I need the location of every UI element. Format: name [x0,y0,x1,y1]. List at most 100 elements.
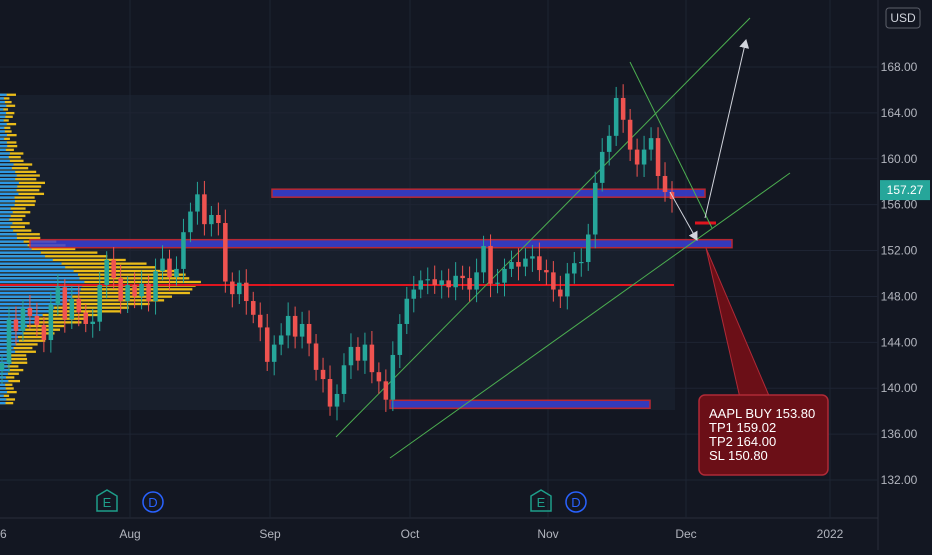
candle-body [397,323,403,355]
volume-profile-bar [0,218,23,221]
support-resistance-zone [29,238,733,249]
candle-body [125,284,130,302]
volume-profile-bar [0,229,14,232]
price-tick-label: 140.00 [881,381,918,395]
upper-channel-line [335,17,751,438]
candle-body [146,283,151,302]
volume-profile-bar [0,178,37,181]
candle-body [592,182,598,235]
candle-body [257,314,263,328]
volume-profile-bar [0,174,17,177]
candle-body [167,258,172,277]
volume-profile-bar [0,211,31,214]
volume-profile-bar [0,200,36,203]
candle-body [216,214,221,224]
candle-body [20,307,26,331]
dividend-marker[interactable] [142,491,164,513]
candle-body [320,369,326,380]
volume-profile-bar [0,159,24,162]
candle-body [634,149,640,165]
volume-profile-bar [0,328,26,331]
candle-body [48,304,54,341]
volume-profile-bar [0,247,76,251]
volume-profile-bar [0,189,17,192]
volume-profile-bar [0,244,28,247]
candle-body [104,259,109,285]
volume-profile-bar [0,207,11,210]
time-tick-label: Oct [401,527,420,541]
volume-profile-bar [0,225,25,229]
earnings-marker-label: E [537,495,546,510]
earnings-marker[interactable] [96,489,118,512]
volume-profile-bar [0,196,35,199]
volume-profile-bar [0,255,46,258]
volume-profile-bar [0,203,15,207]
volume-profile-bar [0,277,190,280]
candle-body [495,282,500,284]
volume-profile-bar [0,93,16,96]
candle-body [90,321,95,324]
time-tick-label: Nov [537,527,558,541]
volume-profile-bar [0,368,24,372]
candle-body [299,323,305,337]
candle-body [160,258,165,272]
volume-profile-bar [0,390,8,394]
candle-body [230,281,235,295]
candle-body [662,175,668,193]
volume-profile-bar [0,258,126,262]
volume-profile-bar [0,189,40,192]
volume-profile-bar [0,357,28,361]
candle-body [118,278,123,302]
volume-profile-bar [0,332,23,335]
volume-profile-bar [0,383,13,386]
time-tick-label-partial: 6 [0,527,7,541]
candle-body [139,283,144,297]
volume-profile-bar [0,324,27,328]
volume-profile-bar [0,376,15,379]
profile-range-box [0,95,675,410]
volume-profile-bar [0,361,12,364]
candle-body [404,298,410,324]
volume-profile-bar [0,255,108,258]
price-tick-label: 152.00 [881,244,918,258]
volume-profile-bar [0,93,7,96]
volume-profile-bar [0,100,5,104]
trade-callout-line: TP2 164.00 [709,434,776,449]
currency-badge[interactable] [885,7,921,29]
volume-profile-bar [0,288,81,291]
volume-profile-bar [0,130,12,133]
candle-body [306,323,312,344]
trade-callout-box[interactable] [698,394,829,476]
candle-body [613,97,619,136]
volume-profile-bar [0,126,5,129]
volume-profile-bar [0,111,7,115]
volume-profile-bar [0,145,8,148]
candle-body [509,262,514,269]
volume-profile-bar [0,167,29,170]
dividend-marker[interactable] [565,491,587,513]
time-tick-label: Aug [119,527,140,541]
earnings-marker[interactable] [530,489,552,512]
volume-profile-bar [0,394,4,397]
volume-profile-bar [0,258,53,262]
candle-body [606,135,612,152]
candle-body [530,256,535,259]
volume-profile-bar [0,203,35,207]
volume-profile-bar [0,97,10,100]
volume-profile-bar [0,192,45,196]
candle-body [439,280,444,285]
volume-profile-bar [0,269,74,273]
support-resistance-zone [389,399,651,410]
candle-body [83,312,89,324]
volume-profile-bar [0,214,11,218]
candle-body [558,289,563,297]
candle-body [223,223,228,282]
volume-profile-bar [0,104,16,107]
price-tick-label: 164.00 [881,106,918,120]
candle-body [572,263,577,274]
volume-profile-bar [0,277,80,280]
candle-body [446,280,451,288]
volume-profile-bar [0,137,5,140]
